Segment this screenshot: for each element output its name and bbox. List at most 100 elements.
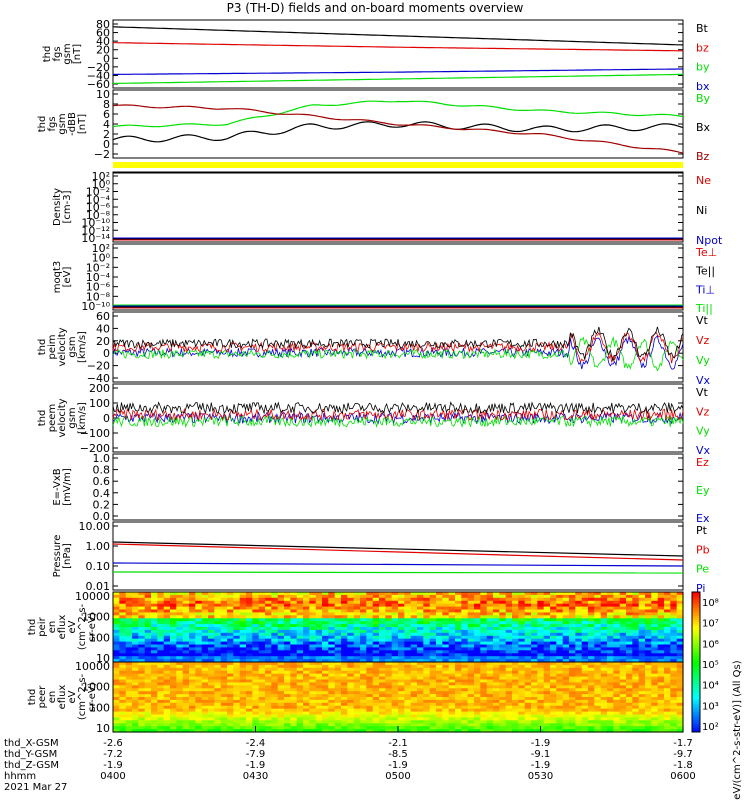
heatmap-cell xyxy=(569,635,576,640)
heatmap-cell xyxy=(138,618,146,622)
colorbar-cell xyxy=(692,632,700,635)
heatmap-cell xyxy=(613,679,621,683)
heatmap-cell xyxy=(322,621,329,625)
heatmap-cell xyxy=(467,606,475,611)
heatmap-cell xyxy=(600,606,608,611)
heatmap-cell xyxy=(480,635,488,640)
heatmap-cell xyxy=(258,592,266,596)
heatmap-cell xyxy=(575,621,583,625)
heatmap-cell xyxy=(265,711,272,716)
heatmap-cell xyxy=(461,711,469,716)
heatmap-cell xyxy=(277,615,285,619)
heatmap-cell xyxy=(271,659,279,663)
heatmap-cell xyxy=(676,615,684,619)
legend-entry: Ti|| xyxy=(695,302,713,315)
heatmap-cell xyxy=(613,720,621,724)
heatmap-cell xyxy=(417,629,424,634)
heatmap-cell xyxy=(588,650,595,654)
heatmap-cell xyxy=(467,673,475,678)
heatmap-cell xyxy=(290,600,298,605)
heatmap-cell xyxy=(480,673,488,678)
heatmap-cell xyxy=(404,597,412,602)
heatmap-cell xyxy=(182,641,190,646)
heatmap-cell xyxy=(632,621,640,625)
heatmap-cell xyxy=(543,720,551,724)
heatmap-cell xyxy=(499,699,507,704)
heatmap-cell xyxy=(113,679,120,683)
heatmap-cell xyxy=(410,726,418,730)
heatmap-cell xyxy=(543,632,551,637)
heatmap-cell xyxy=(448,662,456,666)
legend-entry: Pi xyxy=(696,582,705,595)
heatmap-cell xyxy=(461,720,469,724)
heatmap-cell xyxy=(265,606,272,611)
heatmap-cell xyxy=(404,592,412,596)
heatmap-cell xyxy=(657,699,665,704)
heatmap-cell xyxy=(309,697,317,701)
heatmap-cell xyxy=(626,714,633,718)
heatmap-cell xyxy=(626,612,633,616)
heatmap-cell xyxy=(170,662,177,666)
legend-entry: Pb xyxy=(696,543,710,556)
heatmap-cell xyxy=(619,594,627,599)
heatmap-cell xyxy=(512,691,519,695)
heatmap-cell xyxy=(626,600,633,605)
heatmap-cell xyxy=(258,627,266,631)
heatmap-cell xyxy=(132,685,139,689)
heatmap-cell xyxy=(277,720,285,724)
heatmap-cell xyxy=(600,691,608,695)
heatmap-cell xyxy=(360,705,367,710)
heatmap-cell xyxy=(493,606,500,611)
heatmap-cell xyxy=(467,682,475,686)
heatmap-cell xyxy=(391,691,399,695)
heatmap-cell xyxy=(651,705,659,710)
heatmap-cell xyxy=(151,673,158,678)
heatmap-cell xyxy=(113,594,120,599)
heatmap-cell xyxy=(499,688,507,692)
heatmap-cell xyxy=(170,592,177,596)
heatmap-cell xyxy=(227,641,234,646)
heatmap-cell xyxy=(455,720,462,724)
heatmap-cell xyxy=(290,702,298,707)
heatmap-cell xyxy=(182,615,190,619)
heatmap-cell xyxy=(132,627,139,631)
heatmap-cell xyxy=(334,600,342,605)
heatmap-cell xyxy=(233,705,241,710)
heatmap-cell xyxy=(138,694,146,698)
heatmap-cell xyxy=(385,659,393,663)
heatmap-cell xyxy=(265,609,272,613)
legend-entry: Ez xyxy=(696,456,709,469)
heatmap-cell xyxy=(347,682,355,686)
heatmap-cell xyxy=(607,592,614,596)
heatmap-cell xyxy=(265,615,272,619)
heatmap-cell xyxy=(398,694,405,698)
y-tick-label: −60 xyxy=(87,78,110,91)
heatmap-cell xyxy=(638,606,646,611)
heatmap-cell xyxy=(360,667,367,672)
heatmap-cell xyxy=(182,618,190,622)
heatmap-cell xyxy=(366,656,374,660)
colorbar-cell xyxy=(692,726,700,729)
heatmap-cell xyxy=(480,647,488,651)
heatmap-cell xyxy=(328,708,336,713)
heatmap-cell xyxy=(423,717,431,721)
y-tick-label: 20 xyxy=(96,44,110,57)
heatmap-cell xyxy=(455,664,462,669)
heatmap-cell xyxy=(600,609,608,613)
heatmap-cell xyxy=(157,729,165,733)
heatmap-cell xyxy=(429,682,437,686)
y-axis-label-line: (cm^2-s- xyxy=(77,603,88,650)
heatmap-cell xyxy=(556,723,564,727)
colorbar-cell xyxy=(692,678,700,681)
heatmap-cell xyxy=(208,664,215,669)
heatmap-cell xyxy=(651,729,659,733)
heatmap-cell xyxy=(404,653,412,657)
colorbar-tick: 10² xyxy=(702,722,719,733)
heatmap-cell xyxy=(581,618,589,622)
heatmap-cell xyxy=(531,592,538,596)
heatmap-cell xyxy=(531,664,538,669)
heatmap-cell xyxy=(404,685,412,689)
heatmap-cell xyxy=(474,708,481,713)
heatmap-cell xyxy=(588,691,595,695)
heatmap-cell xyxy=(505,679,513,683)
